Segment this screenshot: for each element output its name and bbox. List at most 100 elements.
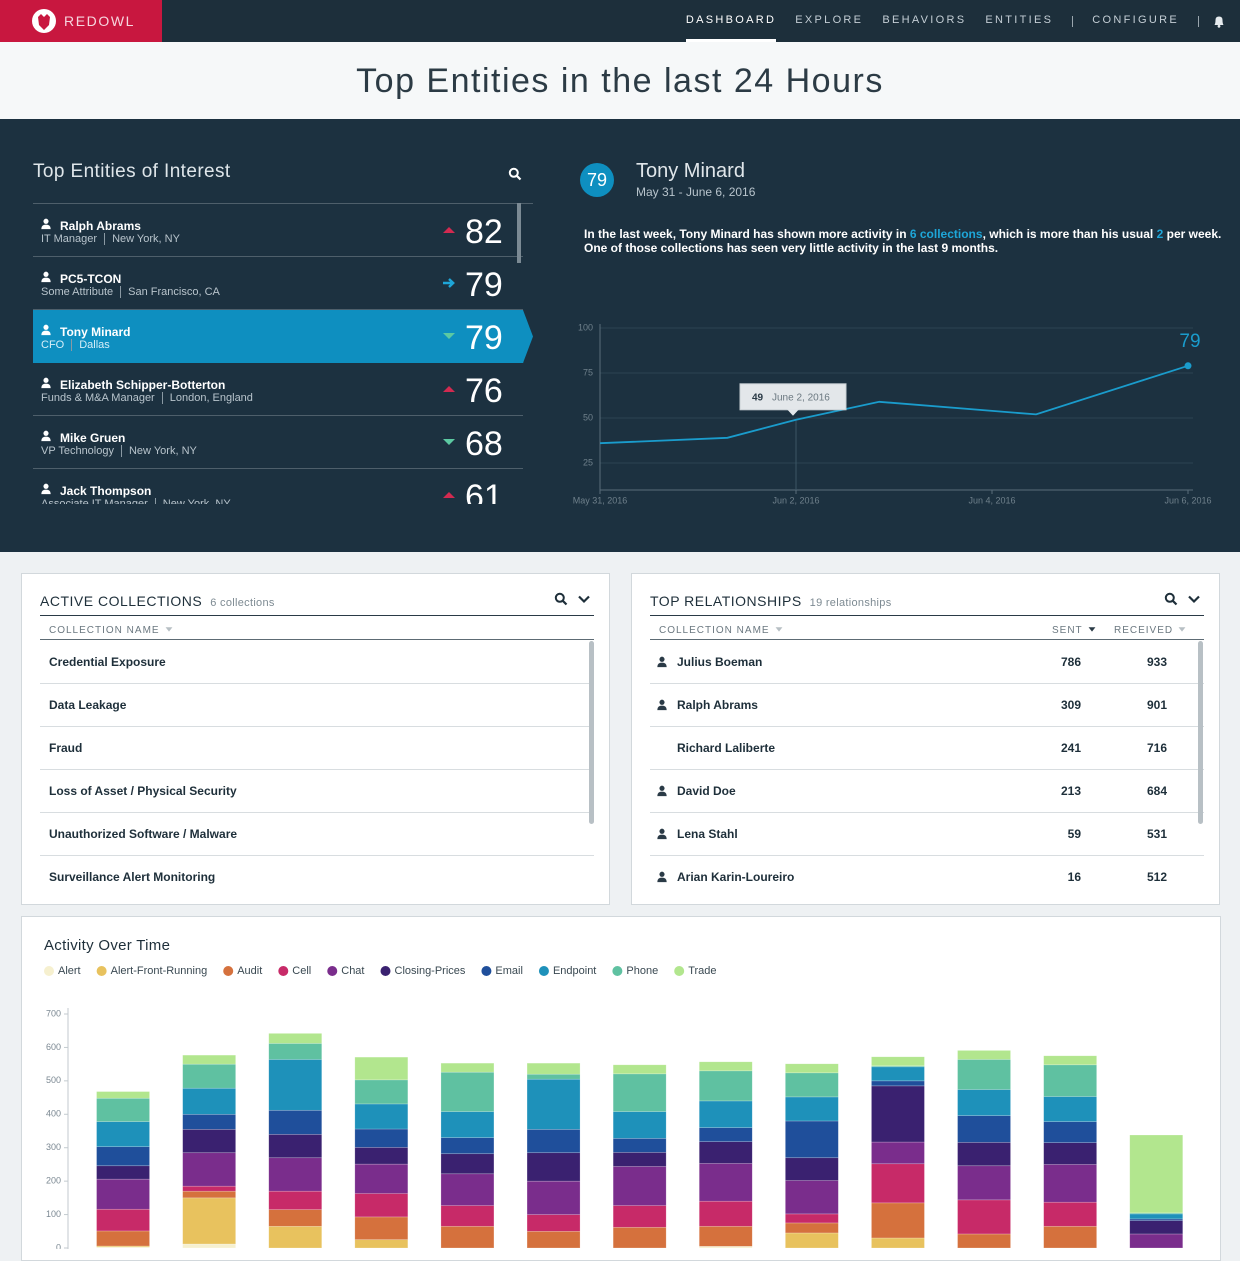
entity-score: 61 <box>465 478 503 504</box>
trend-up <box>443 386 455 392</box>
relationship-row[interactable]: David Doe 213 684 <box>650 770 1204 813</box>
handle <box>516 175 522 181</box>
search-button[interactable] <box>554 592 568 606</box>
relationship-row[interactable]: Richard Laliberte 241 716 <box>650 727 1204 770</box>
entity-name: Tony Minard <box>60 325 131 339</box>
relationship-row[interactable]: Julius Boeman 786 933 <box>650 641 1204 684</box>
relationship-name: Lena Stahl <box>677 827 738 841</box>
panel-actions <box>554 592 591 606</box>
summary-link[interactable]: 6 collections <box>909 227 983 241</box>
relationship-row[interactable]: Arian Karin-Loureiro 16 512 <box>650 856 1204 885</box>
sent: 786 <box>1060 655 1081 669</box>
column-label: RECEIVED <box>1114 625 1174 636</box>
entity-sub: Associate IT Manager New York, NY <box>41 498 231 504</box>
person-icon <box>41 271 51 283</box>
entity-row[interactable]: Mike Gruen VP Technology New York, NY 68 <box>33 416 523 469</box>
entity-sub: CFO Dallas <box>41 339 110 351</box>
collection-row[interactable]: Unauthorized Software / Malware <box>40 813 594 856</box>
sent: 241 <box>1060 741 1081 755</box>
body <box>657 705 667 711</box>
entity-location: New York, NY <box>120 445 197 457</box>
nav-item[interactable]: DASHBOARD <box>685 0 777 42</box>
collection-row[interactable]: Credential Exposure <box>40 641 594 684</box>
entity-role: IT Manager <box>41 233 98 245</box>
collection-name: Data Leakage <box>49 698 127 712</box>
collection-name: Loss of Asset / Physical Security <box>49 784 237 798</box>
nav-item[interactable]: BEHAVIORS <box>882 14 967 26</box>
nav-item[interactable]: EXPLORE <box>795 14 864 26</box>
entity-role: Associate IT Manager <box>41 498 148 504</box>
detail-score: 79 <box>580 163 614 197</box>
column-header[interactable]: COLLECTION NAME <box>659 623 785 636</box>
entity-name: Jack Thompson <box>60 484 152 498</box>
column-header[interactable]: SENT <box>1052 623 1098 636</box>
received: 716 <box>1146 741 1167 755</box>
summary-link[interactable]: 2 <box>1156 227 1164 241</box>
collection-row[interactable]: Loss of Asset / Physical Security <box>40 770 594 813</box>
collection-row[interactable]: Surveillance Alert Monitoring <box>40 856 594 885</box>
brand[interactable]: REDOWL <box>0 0 162 42</box>
entity-row[interactable]: Jack Thompson Associate IT Manager New Yor… <box>33 469 523 504</box>
head <box>43 324 49 330</box>
scrollbar[interactable] <box>517 203 521 263</box>
person-icon <box>41 377 51 389</box>
handle <box>1172 600 1178 606</box>
title: TOP RELATIONSHIPS <box>650 593 802 609</box>
scrollbar[interactable] <box>1198 641 1203 824</box>
lens <box>554 592 565 603</box>
received: 901 <box>1146 698 1167 712</box>
head <box>659 656 665 662</box>
search-button[interactable] <box>1164 592 1178 606</box>
sort-icon <box>1178 627 1186 632</box>
entity-row[interactable]: Elizabeth Schipper-Botterton Funds & M&A … <box>33 363 523 416</box>
entity-sub: Funds & M&A Manager London, England <box>41 392 253 404</box>
sort-arrow <box>1088 627 1096 632</box>
bell-icon <box>1214 16 1224 28</box>
sort-icon <box>1088 627 1096 632</box>
entity-row[interactable]: PC5-TCON Some Attribute San Francisco, CA 7… <box>33 257 523 310</box>
scrollbar[interactable] <box>589 641 594 824</box>
column-header[interactable]: COLLECTION NAME <box>49 623 175 636</box>
nav-item[interactable]: CONFIGURE <box>1092 14 1179 26</box>
person-icon <box>41 218 51 230</box>
relationship-row[interactable]: Lena Stahl 59 531 <box>650 813 1204 856</box>
trend-up <box>443 492 455 498</box>
entity-score: 68 <box>465 425 503 463</box>
expand-button[interactable] <box>1187 592 1201 606</box>
collection-row[interactable]: Data Leakage <box>40 684 594 727</box>
expand-button[interactable] <box>577 592 591 606</box>
lens <box>508 167 519 178</box>
body <box>657 834 667 840</box>
head <box>43 218 49 224</box>
body <box>41 436 51 442</box>
collection-row[interactable]: Fraud <box>40 727 594 770</box>
body <box>657 791 667 797</box>
detail-summary: In the last week, Tony Minard has shown … <box>584 227 1224 255</box>
entity-score: 79 <box>465 266 503 304</box>
search-icon <box>508 167 522 181</box>
lens <box>1164 592 1175 603</box>
person-icon <box>41 483 51 495</box>
chevron <box>578 595 590 604</box>
nav-item[interactable]: ENTITIES <box>985 14 1054 26</box>
top-bar: REDOWL DASHBOARD EXPLORE BEHAVIORS ENTITIES… <box>0 0 1240 42</box>
body <box>41 277 51 283</box>
separator <box>1072 15 1074 27</box>
relationship-row[interactable]: Ralph Abrams 309 901 <box>650 684 1204 727</box>
head <box>659 785 665 791</box>
column-label: SENT <box>1052 625 1083 636</box>
logo-owl <box>38 14 50 30</box>
trend-down <box>443 333 455 339</box>
entity-row[interactable]: Tony Minard CFO Dallas 79 <box>33 310 533 363</box>
entity-role: Funds & M&A Manager <box>41 392 155 404</box>
sent: 309 <box>1060 698 1081 712</box>
entity-location: London, England <box>161 392 253 404</box>
sort-icon <box>775 627 783 632</box>
chevron-icon <box>578 595 590 604</box>
notifications[interactable] <box>1212 14 1226 28</box>
relationship-name: Arian Karin-Loureiro <box>677 870 795 884</box>
received: 684 <box>1146 784 1167 798</box>
entity-row[interactable]: Ralph Abrams IT Manager New York, NY 82 <box>33 204 523 257</box>
column-header[interactable]: RECEIVED <box>1114 623 1188 636</box>
